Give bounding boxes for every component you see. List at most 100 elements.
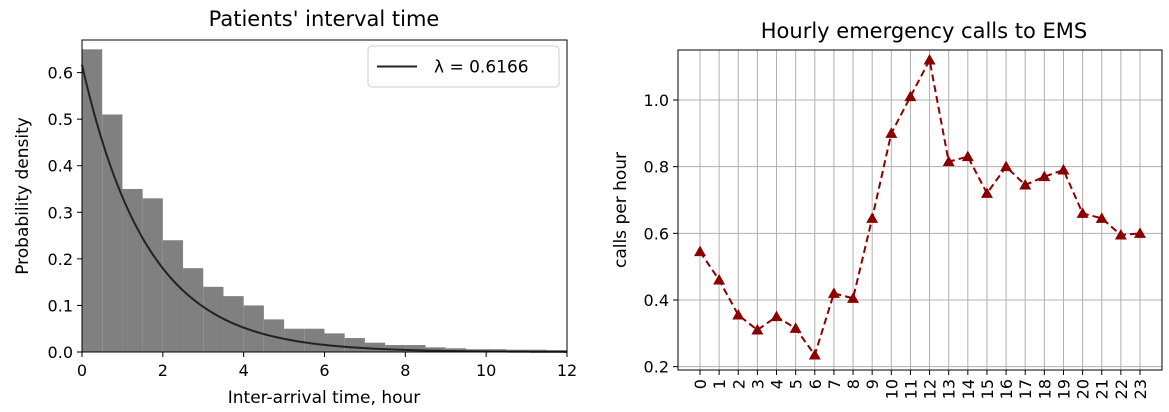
y-tick-label: 0.4 <box>644 291 669 310</box>
x-tick-label: 3 <box>748 379 767 389</box>
y-tick-label: 0.2 <box>644 358 669 377</box>
calls-marker <box>1134 227 1146 238</box>
histogram-legend: λ = 0.6166 <box>367 45 560 88</box>
calls-marker <box>1076 207 1089 218</box>
calls-series-line <box>699 56 1141 358</box>
x-tick-label: 9 <box>863 379 882 389</box>
legend-label: λ = 0.6166 <box>434 58 529 78</box>
calls-marker <box>923 54 936 65</box>
x-tick-label: 10 <box>476 361 496 380</box>
y-tick-label: 0.8 <box>644 158 669 177</box>
exponential-fit-line <box>81 64 567 353</box>
histogram-bar <box>122 189 143 352</box>
hourly-calls-grid <box>678 50 1162 370</box>
calls-marker <box>980 187 993 198</box>
x-tick-label: 17 <box>1016 379 1035 399</box>
x-tick-label: 4 <box>239 361 249 380</box>
histogram-bar <box>142 198 163 352</box>
histogram-bar <box>162 240 184 352</box>
calls-marker <box>732 309 745 320</box>
histogram-bar <box>203 286 224 352</box>
histogram-bar <box>183 268 204 352</box>
x-tick-label: 7 <box>825 379 844 389</box>
x-tick-label: 15 <box>978 379 997 399</box>
histogram-bar <box>344 338 365 352</box>
calls-marker <box>1114 229 1127 240</box>
histogram-frame <box>81 39 568 353</box>
hourly-calls-y-label: calls per hour <box>611 152 631 268</box>
calls-marker <box>961 150 974 162</box>
x-tick-label: 0 <box>691 379 710 389</box>
histogram-title: Patients' interval time <box>209 7 440 31</box>
x-tick-label: 20 <box>1074 379 1093 399</box>
histogram-bar <box>425 347 446 352</box>
x-tick-label: 8 <box>400 361 410 380</box>
histogram-bar <box>82 49 103 352</box>
histogram-y-ticks: 0.0 0.1 0.2 0.3 0.4 0.5 0.6 <box>48 64 82 362</box>
x-tick-label: 8 <box>844 379 863 389</box>
histogram-bar <box>304 328 325 352</box>
calls-marker <box>847 292 860 303</box>
x-tick-label: 6 <box>806 379 825 389</box>
y-tick-label: 0.0 <box>48 343 73 362</box>
calls-marker <box>713 274 726 285</box>
y-tick-label: 0.1 <box>48 296 73 315</box>
y-tick-label: 0.6 <box>644 224 669 243</box>
calls-series-markers <box>694 54 1146 360</box>
x-tick-label: 22 <box>1112 379 1131 399</box>
calls-marker <box>808 349 821 360</box>
x-tick-label: 14 <box>959 379 978 399</box>
x-tick-label: 2 <box>729 379 748 389</box>
calls-marker <box>866 212 879 223</box>
x-tick-label: 1 <box>710 379 729 389</box>
histogram-x-label: Inter-arrival time, hour <box>228 388 421 408</box>
calls-marker <box>770 310 783 322</box>
x-tick-label: 2 <box>158 361 168 380</box>
x-tick-label: 11 <box>901 379 920 399</box>
histogram-bars <box>82 49 567 352</box>
hourly-calls-title: Hourly emergency calls to EMS <box>761 19 1087 43</box>
histogram-panel: Patients' interval time 0 2 4 6 8 10 12 0.0 0.1… <box>13 7 577 408</box>
calls-marker <box>694 245 706 257</box>
x-tick-label: 18 <box>1035 379 1054 399</box>
y-tick-label: 1.0 <box>644 91 669 110</box>
calls-marker <box>789 322 802 333</box>
hourly-calls-x-ticks: 0 1 2 3 4 5 6 7 8 9 10 11 12 13 14 15 16 17 18 19 20 21 22 23 <box>691 370 1150 399</box>
calls-marker <box>751 324 764 335</box>
histogram-bar <box>102 114 123 352</box>
y-tick-label: 0.4 <box>48 157 73 176</box>
y-tick-label: 0.2 <box>48 250 73 269</box>
x-tick-label: 10 <box>882 379 901 399</box>
histogram-y-label: Probability density <box>13 117 33 275</box>
x-tick-label: 16 <box>997 379 1016 399</box>
x-tick-label: 12 <box>921 379 940 399</box>
calls-marker <box>1057 164 1070 175</box>
calls-marker <box>1000 160 1013 172</box>
calls-marker <box>904 90 917 102</box>
calls-marker <box>885 127 898 138</box>
x-tick-label: 12 <box>557 361 577 380</box>
x-tick-label: 6 <box>319 361 329 380</box>
calls-marker <box>1095 212 1108 223</box>
calls-marker <box>827 287 840 298</box>
histogram-bar <box>324 333 345 352</box>
x-tick-label: 0 <box>77 361 87 380</box>
histogram-bar <box>243 305 264 352</box>
x-tick-label: 4 <box>768 379 787 389</box>
y-tick-label: 0.6 <box>48 64 73 83</box>
y-tick-label: 0.5 <box>48 110 73 129</box>
legend-box <box>367 45 560 88</box>
x-tick-label: 19 <box>1054 379 1073 399</box>
x-tick-label: 13 <box>940 379 959 399</box>
hourly-calls-frame <box>677 49 1163 371</box>
histogram-bar <box>364 342 386 352</box>
histogram-bar <box>405 345 426 352</box>
histogram-bar <box>385 345 406 352</box>
y-tick-label: 0.3 <box>48 203 73 222</box>
histogram-x-ticks: 0 2 4 6 8 10 12 <box>77 352 577 380</box>
calls-marker <box>942 155 955 167</box>
calls-marker <box>1038 170 1051 182</box>
hourly-calls-y-ticks: 0.2 0.4 0.6 0.8 1.0 <box>644 91 678 377</box>
